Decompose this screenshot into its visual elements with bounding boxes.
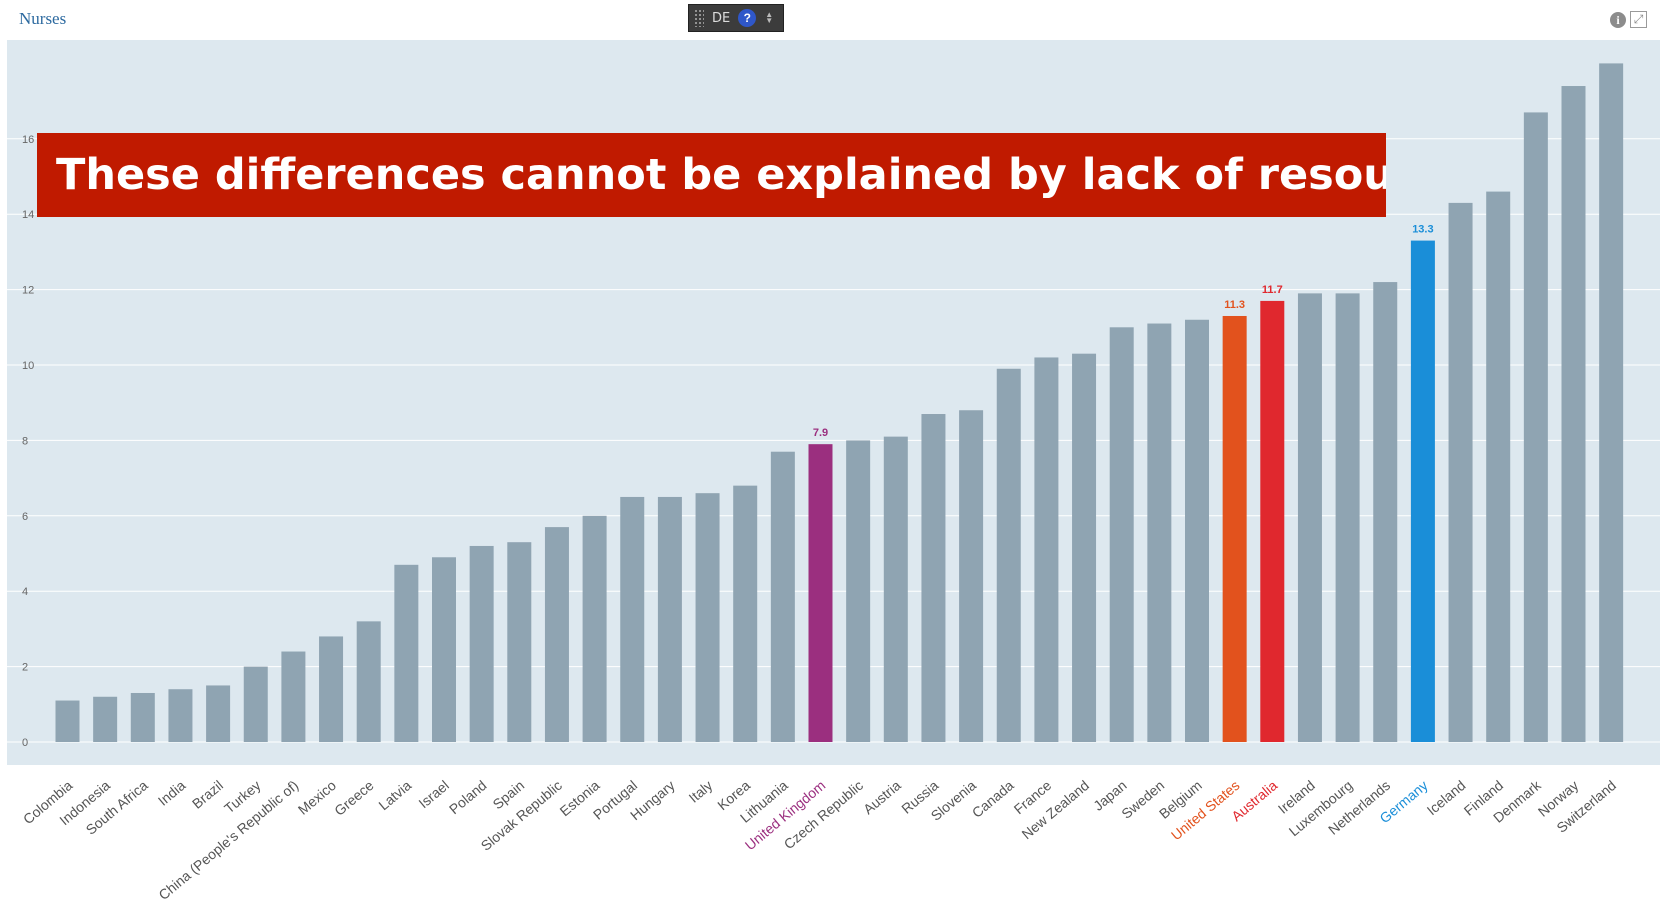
bar xyxy=(1222,315,1247,742)
bar xyxy=(93,696,118,742)
bar xyxy=(808,444,833,742)
bar xyxy=(1373,282,1398,742)
bar xyxy=(469,545,494,742)
bar xyxy=(55,700,80,742)
bar xyxy=(1297,293,1322,742)
y-tick-label: 6 xyxy=(22,511,28,523)
data-label: 11.3 xyxy=(1224,299,1245,311)
bar xyxy=(996,368,1021,742)
expand-icon[interactable]: ⤢ xyxy=(1630,11,1647,28)
bar xyxy=(507,542,532,742)
bar xyxy=(1034,357,1059,742)
data-label: 7.9 xyxy=(813,427,828,439)
bar xyxy=(695,493,720,742)
bar xyxy=(582,515,607,742)
x-tick-label: Italy xyxy=(686,777,716,806)
bar xyxy=(1523,112,1548,742)
language-label[interactable]: DE xyxy=(712,10,731,26)
y-tick-label: 12 xyxy=(22,285,34,297)
y-tick-label: 0 xyxy=(22,737,28,749)
y-tick-label: 14 xyxy=(22,209,34,221)
spinner-icon[interactable]: ▲ ▼ xyxy=(765,10,774,25)
x-tick-label: Brazil xyxy=(189,777,226,812)
bar xyxy=(1260,300,1285,742)
bar xyxy=(319,636,344,742)
chart-title: Nurses xyxy=(19,9,67,28)
y-tick-label: 8 xyxy=(22,435,28,447)
bar xyxy=(130,692,155,742)
x-tick-label: Iceland xyxy=(1424,777,1469,818)
bar xyxy=(356,621,381,742)
bar xyxy=(1599,63,1624,742)
bar xyxy=(657,496,682,742)
info-icon[interactable]: i xyxy=(1610,12,1626,28)
bar xyxy=(770,451,795,742)
bar xyxy=(883,436,908,742)
data-label: 11.7 xyxy=(1262,284,1283,296)
bar xyxy=(544,527,569,742)
bar xyxy=(921,414,946,742)
bar xyxy=(1448,202,1473,742)
x-tick-label: Poland xyxy=(446,777,490,817)
help-icon[interactable]: ? xyxy=(738,9,757,27)
bar xyxy=(1185,319,1209,742)
bar xyxy=(394,564,419,742)
bar xyxy=(1486,191,1511,742)
bar xyxy=(281,651,306,742)
grip-icon[interactable] xyxy=(694,9,704,27)
x-tick-label: Latvia xyxy=(375,777,414,813)
bar xyxy=(733,485,758,742)
bar xyxy=(1147,323,1172,742)
bar xyxy=(1109,327,1134,742)
data-label: 13.3 xyxy=(1412,224,1433,236)
y-tick-label: 4 xyxy=(22,586,28,598)
bar xyxy=(168,689,193,742)
y-tick-label: 10 xyxy=(22,360,34,372)
bar xyxy=(1335,293,1360,742)
bar xyxy=(206,685,231,742)
x-tick-label: Austria xyxy=(860,777,904,817)
bar xyxy=(432,557,456,742)
bar xyxy=(620,496,645,742)
x-tick-label: India xyxy=(155,777,189,809)
bar xyxy=(846,440,871,742)
bar xyxy=(959,410,984,742)
x-tick-label: Mexico xyxy=(295,777,339,818)
bar xyxy=(1561,86,1586,742)
y-tick-label: 16 xyxy=(22,134,34,146)
x-tick-label: Canada xyxy=(969,777,1017,821)
bar xyxy=(1410,240,1435,742)
bar xyxy=(1072,353,1097,742)
language-toolbar[interactable]: DE ? ▲ ▼ xyxy=(688,4,784,32)
x-tick-label: Greece xyxy=(331,777,377,819)
callout-banner: These differences cannot be explained by… xyxy=(37,133,1386,217)
bar xyxy=(243,666,268,742)
y-tick-label: 2 xyxy=(22,662,28,674)
